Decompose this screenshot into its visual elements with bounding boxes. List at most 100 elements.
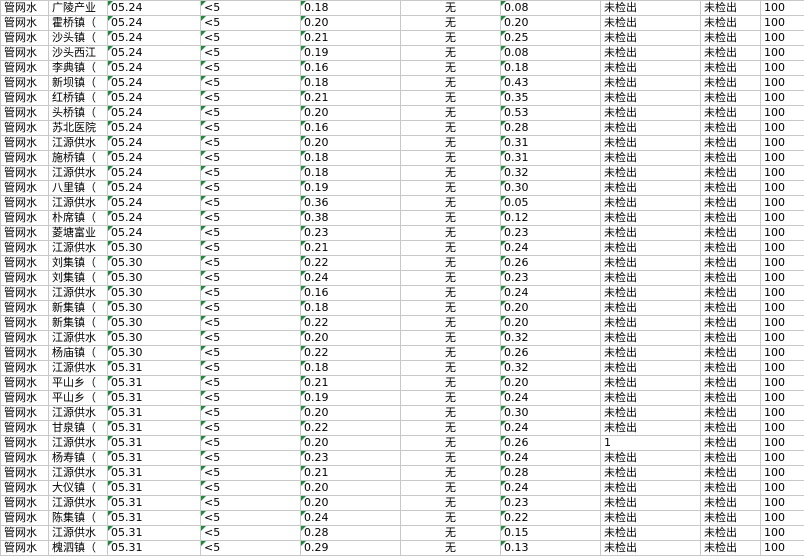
cell: 0.20 — [300, 480, 401, 496]
cell: 无 — [400, 195, 501, 211]
cell: 05.24 — [107, 60, 201, 76]
cell: 管网水 — [0, 105, 49, 121]
cell: 未检出 — [700, 165, 761, 181]
cell: <5 — [200, 195, 301, 211]
cell: 未检出 — [700, 510, 761, 526]
cell: 管网水 — [0, 360, 49, 376]
cell: 0.24 — [500, 390, 601, 406]
cell: 未检出 — [600, 15, 701, 31]
cell: 0.24 — [300, 270, 401, 286]
cell: 0.21 — [300, 90, 401, 106]
cell: 未检出 — [600, 405, 701, 421]
cell: <5 — [200, 165, 301, 181]
cell: 无 — [400, 180, 501, 196]
cell: 未检出 — [700, 105, 761, 121]
cell: 未检出 — [600, 180, 701, 196]
cell: 无 — [400, 165, 501, 181]
cell: 江源供水 — [48, 435, 108, 451]
cell: <5 — [200, 270, 301, 286]
cell: 05.31 — [107, 405, 201, 421]
cell: 杨庙镇（ — [48, 345, 108, 361]
cell: 100 — [760, 360, 804, 376]
cell: 0.53 — [500, 105, 601, 121]
cell: 未检出 — [600, 510, 701, 526]
cell: 红桥镇（ — [48, 90, 108, 106]
cell: <5 — [200, 420, 301, 436]
row: 管网水 江源供水 05.31 <5 0.28 无 0.15 未检出 未检出 100 — [0, 525, 804, 541]
row: 管网水 江源供水 05.31 <5 0.21 无 0.28 未检出 未检出 100 — [0, 465, 804, 481]
cell: 0.18 — [300, 165, 401, 181]
cell: 未检出 — [700, 15, 761, 31]
cell: 八里镇（ — [48, 180, 108, 196]
cell: 100 — [760, 180, 804, 196]
cell: 0.30 — [500, 180, 601, 196]
cell: 未检出 — [700, 240, 761, 256]
cell: 0.20 — [500, 15, 601, 31]
cell: 江源供水 — [48, 195, 108, 211]
cell: 江源供水 — [48, 240, 108, 256]
cell: 100 — [760, 420, 804, 436]
cell: 管网水 — [0, 240, 49, 256]
cell: 无 — [400, 480, 501, 496]
cell: <5 — [200, 180, 301, 196]
cell: 0.18 — [300, 360, 401, 376]
cell: 李典镇（ — [48, 60, 108, 76]
cell: 100 — [760, 15, 804, 31]
cell: 05.30 — [107, 240, 201, 256]
cell: 0.23 — [300, 225, 401, 241]
cell: 槐泗镇（ — [48, 540, 108, 556]
cell: 05.24 — [107, 15, 201, 31]
cell: 未检出 — [700, 90, 761, 106]
cell: 05.31 — [107, 360, 201, 376]
cell: 未检出 — [700, 495, 761, 511]
cell: 05.24 — [107, 195, 201, 211]
cell: 未检出 — [700, 540, 761, 556]
cell: 江源供水 — [48, 165, 108, 181]
cell: <5 — [200, 30, 301, 46]
cell: 管网水 — [0, 375, 49, 391]
cell: 05.31 — [107, 435, 201, 451]
cell: 05.31 — [107, 390, 201, 406]
cell: 未检出 — [600, 390, 701, 406]
cell: 无 — [400, 435, 501, 451]
cell: 0.43 — [500, 75, 601, 91]
cell: <5 — [200, 405, 301, 421]
cell: 100 — [760, 30, 804, 46]
cell: 新集镇（ — [48, 315, 108, 331]
cell: 0.24 — [500, 420, 601, 436]
row: 管网水 杨寿镇（ 05.31 <5 0.23 无 0.24 未检出 未检出 100 — [0, 450, 804, 466]
cell: 05.24 — [107, 165, 201, 181]
cell: 江源供水 — [48, 405, 108, 421]
row: 管网水 江源供水 05.31 <5 0.20 无 0.26 1 未检出 100 — [0, 435, 804, 451]
cell: 无 — [400, 315, 501, 331]
cell: 朴席镇（ — [48, 210, 108, 226]
cell: 0.23 — [500, 225, 601, 241]
cell: 未检出 — [700, 330, 761, 346]
cell: 0.28 — [300, 525, 401, 541]
cell: 100 — [760, 240, 804, 256]
cell: 0.22 — [300, 255, 401, 271]
cell: 无 — [400, 135, 501, 151]
cell: 未检出 — [700, 345, 761, 361]
cell: 05.31 — [107, 510, 201, 526]
cell: 无 — [400, 300, 501, 316]
cell: 100 — [760, 300, 804, 316]
cell: <5 — [200, 105, 301, 121]
cell: 0.20 — [300, 105, 401, 121]
cell: 管网水 — [0, 120, 49, 136]
cell: 无 — [400, 495, 501, 511]
cell: 05.31 — [107, 375, 201, 391]
cell: 05.31 — [107, 465, 201, 481]
cell: 100 — [760, 495, 804, 511]
cell: 0.20 — [300, 405, 401, 421]
cell: 0.21 — [300, 465, 401, 481]
cell: 未检出 — [700, 180, 761, 196]
cell: 无 — [400, 60, 501, 76]
cell: 江源供水 — [48, 465, 108, 481]
cell: 100 — [760, 45, 804, 61]
cell: 0.24 — [500, 240, 601, 256]
cell: 0.12 — [500, 210, 601, 226]
cell: 100 — [760, 345, 804, 361]
cell: 未检出 — [700, 315, 761, 331]
cell: 05.31 — [107, 525, 201, 541]
